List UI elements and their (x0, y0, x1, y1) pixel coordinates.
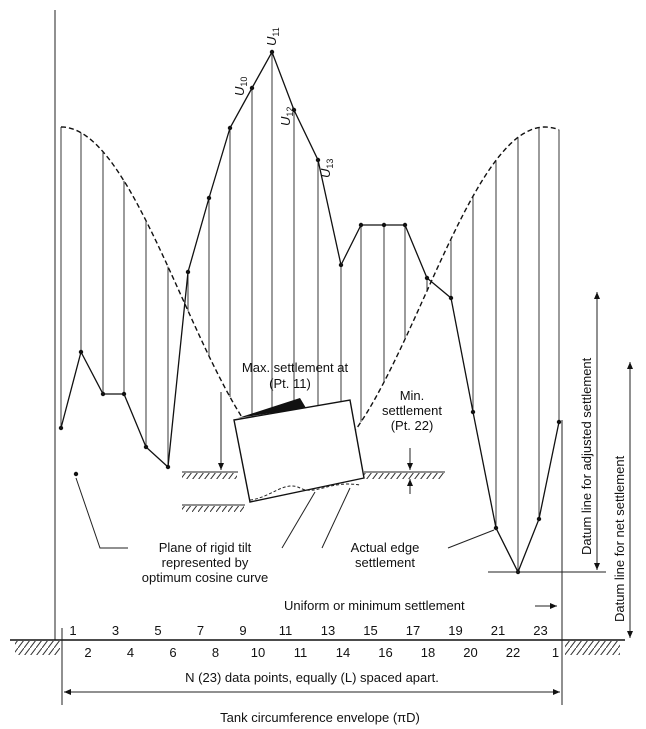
data-point (228, 126, 232, 130)
station-number: 2 (84, 645, 91, 660)
callout: Max. settlement at (242, 360, 349, 375)
leader (76, 478, 128, 548)
leader (282, 492, 315, 548)
data-point (207, 196, 211, 200)
data-point (382, 223, 386, 227)
ground-hatch (15, 641, 60, 655)
grade-hatch (182, 506, 244, 512)
data-point (359, 223, 363, 227)
station-number: 6 (169, 645, 176, 660)
data-point (316, 158, 320, 162)
callout: Plane of rigid tilt (159, 540, 252, 555)
station-number: 17 (406, 623, 420, 638)
station-number: 7 (197, 623, 204, 638)
callout: settlement (355, 555, 415, 570)
data-point (74, 472, 78, 476)
data-point (449, 296, 453, 300)
callout: optimum cosine curve (142, 570, 268, 585)
station-number: 18 (421, 645, 435, 660)
point-label: U11 (264, 27, 281, 46)
point-sub: 11 (271, 27, 281, 36)
station-number: 1 (69, 623, 76, 638)
data-point (537, 517, 541, 521)
data-point (403, 223, 407, 227)
station-number: 1 (552, 645, 559, 660)
callout: (Pt. 11) (269, 376, 311, 391)
station-number: 13 (321, 623, 335, 638)
station-number: 11 (294, 645, 308, 660)
station-number: 15 (363, 623, 377, 638)
diagram: U10 U11 U12 U13 Max. settlement at (Pt. … (0, 0, 646, 729)
data-point (250, 86, 254, 90)
station-number: 9 (239, 623, 246, 638)
grade-hatch (182, 473, 237, 479)
station-number: 3 (112, 623, 119, 638)
station-number: 5 (154, 623, 161, 638)
callout: Uniform or minimum settlement (284, 598, 465, 613)
station-number: 23 (533, 623, 547, 638)
data-point (186, 270, 190, 274)
leader (448, 530, 494, 548)
caption: Tank circumference envelope (πD) (220, 710, 420, 725)
data-point (425, 276, 429, 280)
grade-hatch (364, 473, 444, 479)
station-number: 14 (336, 645, 350, 660)
data-point (494, 526, 498, 530)
data-point (166, 465, 170, 469)
callout: Actual edge (351, 540, 420, 555)
data-point (59, 426, 63, 430)
data-point (79, 350, 83, 354)
station-number: 4 (127, 645, 134, 660)
edge-settlement-curve (61, 52, 559, 572)
point-sub: 13 (325, 159, 335, 169)
callout: represented by (162, 555, 249, 570)
point-label: U12 (278, 107, 295, 126)
datum-label: Datum line for net settlement (612, 455, 627, 622)
data-point (471, 410, 475, 414)
callout: settlement (382, 403, 442, 418)
data-point (557, 420, 561, 424)
station-number: 10 (251, 645, 265, 660)
data-point (101, 392, 105, 396)
station-number: 22 (506, 645, 520, 660)
leader (322, 488, 350, 548)
data-point (270, 50, 274, 54)
station-number: 20 (463, 645, 477, 660)
station-number: 8 (212, 645, 219, 660)
station-number: 21 (491, 623, 505, 638)
point-sub: 12 (285, 107, 295, 117)
span-label: N (23) data points, equally (L) spaced a… (185, 670, 439, 685)
ground-hatch (565, 641, 620, 655)
data-point (122, 392, 126, 396)
station-number: 16 (378, 645, 392, 660)
data-point (339, 263, 343, 267)
station-number: 11 (279, 623, 293, 638)
settlement-curves (59, 50, 561, 574)
callout: (Pt. 22) (391, 418, 434, 433)
callout: Min. (400, 388, 425, 403)
point-sub: 10 (239, 77, 249, 87)
datum-label: Datum line for adjusted settlement (579, 357, 594, 555)
point-label: U13 (318, 159, 335, 178)
station-number: 19 (448, 623, 462, 638)
point-label: U10 (232, 77, 249, 96)
data-point (144, 445, 148, 449)
